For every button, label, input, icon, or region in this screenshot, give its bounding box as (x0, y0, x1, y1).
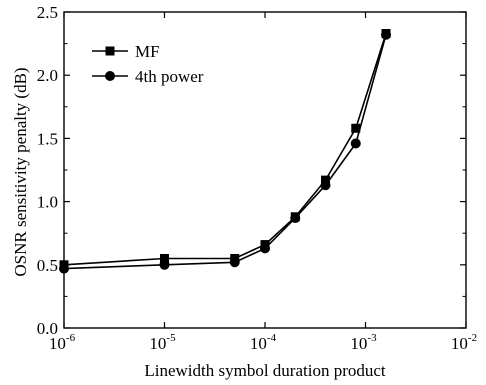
x-tick-base: 10 (250, 334, 267, 353)
legend-label: 4th power (135, 67, 204, 86)
x-tick-label: 10-2 (451, 332, 477, 353)
y-tick-label: 0.0 (37, 319, 58, 338)
series-4th-power (59, 29, 392, 274)
x-tick-exponent: -4 (267, 332, 277, 344)
x-tick-label: 10-6 (49, 332, 76, 353)
legend-marker (105, 71, 115, 81)
plot-area (63, 11, 467, 329)
data-point-4th-power (159, 259, 170, 270)
data-point-4th-power (59, 263, 69, 274)
legend-item-4th-power: 4th power (92, 67, 204, 86)
data-point-4th-power (260, 243, 270, 254)
series-line-4th-power (63, 34, 387, 270)
legend-marker (105, 46, 115, 56)
plot-frame (63, 11, 467, 329)
y-tick-label: 1.0 (37, 193, 58, 212)
data-point-mf (351, 123, 361, 133)
y-axis-label: OSNR sensitivity penalty (dB) (11, 67, 30, 276)
data-point-4th-power (350, 138, 361, 149)
data-point-4th-power (381, 29, 392, 40)
legend-label: MF (135, 42, 160, 61)
y-tick-label: 0.5 (37, 256, 58, 275)
y-tick-label: 2.5 (37, 3, 58, 22)
legend: MF 4th power (92, 42, 204, 86)
x-tick-exponent: -6 (66, 332, 76, 344)
x-tick-exponent: -2 (468, 332, 477, 344)
data-point-4th-power (320, 180, 331, 191)
series-line-mf (63, 33, 387, 266)
y-axis: 0.0 0.5 1.0 1.5 2.0 2.5 (37, 3, 466, 338)
x-axis-label: Linewidth symbol duration product (144, 361, 386, 380)
x-tick-base: 10 (451, 334, 468, 353)
x-tick-exponent: -3 (367, 332, 377, 344)
x-axis: 10-6 10-5 10-4 10-3 10-2 (49, 12, 477, 353)
data-point-4th-power (290, 213, 301, 224)
x-tick-base: 10 (49, 334, 66, 353)
y-tick-label: 2.0 (37, 66, 58, 85)
series-layer (59, 28, 392, 274)
x-tick-base: 10 (149, 334, 166, 353)
y-tick-label: 1.5 (37, 129, 58, 148)
x-tick-base: 10 (350, 334, 367, 353)
x-tick-label: 10-5 (149, 332, 176, 353)
x-tick-label: 10-4 (250, 332, 277, 353)
x-tick-exponent: -5 (166, 332, 176, 344)
data-point-mf (321, 175, 331, 185)
x-tick-label: 10-3 (350, 332, 377, 353)
series-mf (59, 28, 391, 270)
data-point-mf (160, 253, 169, 263)
legend-item-mf: MF (92, 42, 160, 61)
data-point-4th-power (229, 257, 240, 268)
